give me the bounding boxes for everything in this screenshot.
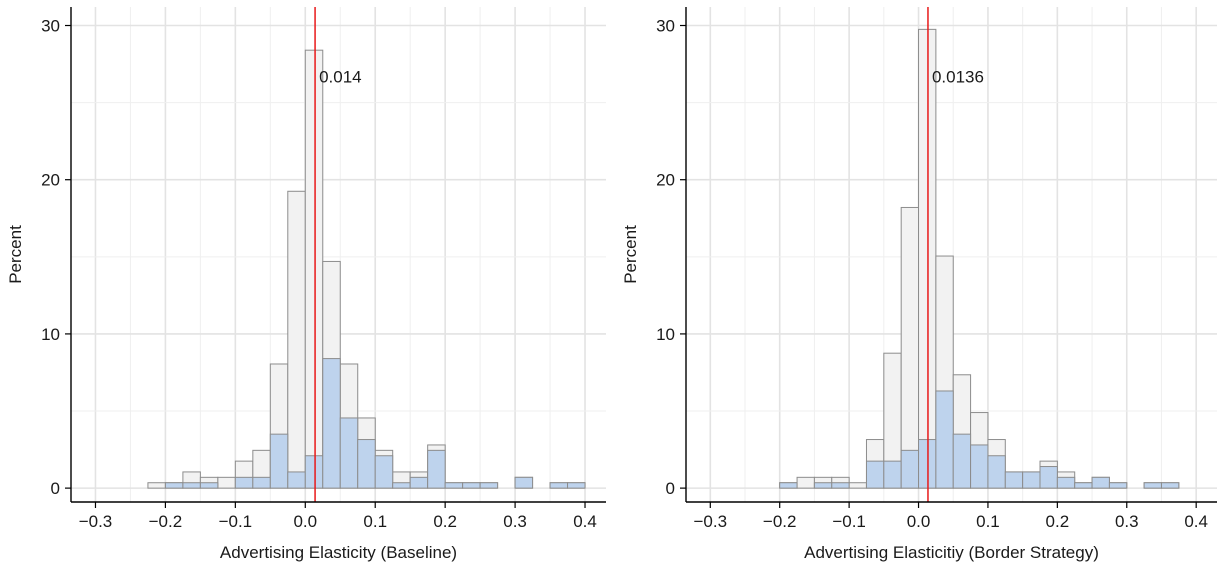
histogram-bar-subset [322,358,341,489]
histogram-bar-subset [514,476,534,489]
histogram-bar-subset [164,482,184,489]
histogram-bar-subset [883,460,902,489]
histogram-bar-all [918,28,937,489]
histogram-bar-subset [549,482,569,489]
histogram-bar-subset [831,482,850,489]
histogram-bar-all [848,482,867,489]
x-axis-title: Advertising Elasticitiy (Border Strategy… [804,543,1099,562]
x-tick-label: −0.2 [149,512,183,531]
histogram-bar-subset [252,476,271,489]
x-tick-label: 0.4 [1184,512,1208,531]
histogram-bar-subset [1074,482,1093,489]
histogram-bar-subset [287,471,306,489]
histogram-bar-subset [952,433,972,489]
histogram-bar-subset [900,449,920,489]
mean-marker-label: 0.0136 [932,68,984,87]
histogram-bar-all [287,190,306,489]
histogram-bar-subset [444,482,464,489]
x-tick-label: 0.2 [1046,512,1070,531]
mean-marker-label: 0.014 [319,68,362,87]
histogram-bar-subset [1160,482,1180,489]
histogram-bar-subset [779,482,798,489]
histogram-panel-baseline: 0.014 −0.3 −0.2 −0.1 0.0 0.1 0.2 0.3 0.4 0 10 20 30 A… [6,7,606,562]
histogram-bar-subset [339,417,359,489]
y-axis-title: Percent [6,225,25,284]
histogram-bar-subset [918,439,937,489]
x-tick-label: −0.1 [219,512,253,531]
histogram-bar-subset [374,455,394,489]
histogram-bar-all [304,49,324,489]
histogram-bar-subset [970,444,989,489]
histogram-bar-subset [409,476,429,489]
histogram-bar-all [900,206,920,489]
x-tick-label: 0.3 [503,512,527,531]
histogram-panel-border-strategy: 0.0136 −0.3 −0.2 −0.1 0.0 0.1 0.2 0.3 0.4 0 10 20 30… [621,7,1217,562]
histogram-bar-subset [357,439,376,489]
x-tick-label: −0.2 [763,512,797,531]
x-axis-title: Advertising Elasticity (Baseline) [220,543,457,562]
x-tick-label: 0.1 [976,512,1000,531]
x-tick-label: 0.4 [573,512,597,531]
y-axis-title: Percent [621,225,640,284]
histogram-bar-subset [1039,466,1058,489]
histogram-bar-subset [567,482,586,489]
histogram-bar-subset [234,476,254,489]
y-tick-label: 30 [41,17,60,36]
x-tick-label: 0.2 [433,512,457,531]
x-tick-label: −0.3 [79,512,113,531]
histogram-bar-subset [1022,471,1041,489]
x-tick-label: 0.3 [1115,512,1139,531]
y-tick-label: 0 [666,479,675,498]
y-tick-label: 20 [41,171,60,190]
histogram-bar-subset [392,482,411,489]
y-tick-label: 0 [51,479,60,498]
histogram-bar-all [217,476,236,489]
histogram-bar-subset [1056,476,1076,489]
histogram-bar-subset [1004,471,1024,489]
y-tick-label: 20 [656,171,675,190]
x-tick-label: 0.0 [293,512,317,531]
y-tick-label: 30 [656,17,675,36]
histogram-bar-subset [813,482,833,489]
x-tick-label: 0.0 [907,512,931,531]
histogram-bar-all [796,476,815,489]
histogram-bar-subset [479,482,499,489]
histogram-bar-subset [182,482,201,489]
histogram-bar-subset [427,449,446,489]
histogram-bar-subset [199,482,219,489]
x-tick-label: −0.3 [694,512,728,531]
y-tick-label: 10 [41,325,60,344]
histogram-bar-subset [987,455,1006,489]
y-tick-label: 10 [656,325,675,344]
histogram-bar-subset [462,482,481,489]
histogram-bar-subset [1091,476,1110,489]
histogram-bar-all [147,482,166,489]
histogram-bar-subset [1108,482,1128,489]
histogram-bar-subset [304,455,324,489]
x-tick-label: −0.1 [832,512,866,531]
histogram-bar-subset [935,390,954,489]
histogram-bar-subset [865,460,885,489]
x-tick-label: 0.1 [363,512,387,531]
histogram-bar-subset [1143,482,1162,489]
histogram-bar-subset [269,433,289,489]
